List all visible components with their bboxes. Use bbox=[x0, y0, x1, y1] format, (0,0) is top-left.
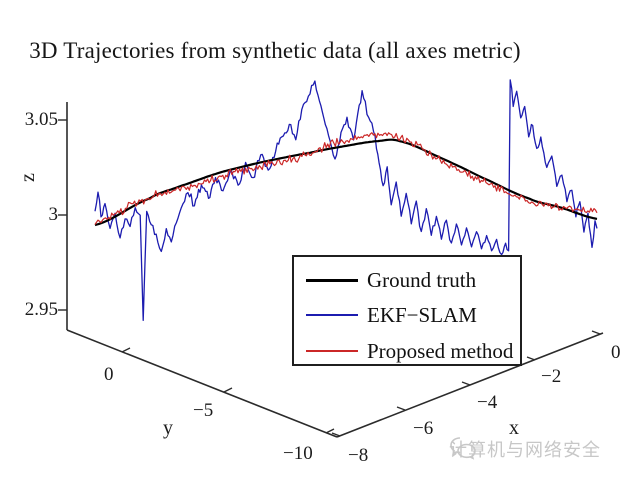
x-tick-mark bbox=[526, 356, 536, 361]
x-tick-mark bbox=[396, 406, 406, 411]
legend-label: Proposed method bbox=[367, 338, 514, 363]
legend-label: Ground truth bbox=[367, 267, 477, 292]
z-tick-label: 3 bbox=[48, 204, 59, 225]
z-axis-label: z bbox=[16, 173, 39, 182]
y-tick-label: 0 bbox=[104, 364, 114, 385]
x-tick-label: −4 bbox=[477, 392, 498, 413]
y-tick-mark bbox=[223, 387, 233, 393]
ekf-slam-line bbox=[94, 79, 598, 321]
x-tick-mark bbox=[331, 432, 341, 437]
watermark: 计算机与网络安全 bbox=[449, 436, 601, 462]
y-axis-label: y bbox=[163, 417, 173, 439]
x-tick-label: 0 bbox=[611, 342, 621, 363]
legend-item-ekf-slam: EKF−SLAM bbox=[306, 303, 477, 327]
legend-label: EKF−SLAM bbox=[367, 302, 477, 327]
legend-item-proposed-method: Proposed method bbox=[306, 339, 513, 363]
ekf-slam-line-sample bbox=[306, 314, 358, 316]
x-tick-mark bbox=[461, 381, 471, 386]
ground-truth-line-sample bbox=[306, 278, 358, 282]
x-tick-label: −6 bbox=[413, 418, 434, 439]
z-tick-label: 3.05 bbox=[24, 109, 58, 130]
y-tick-mark bbox=[121, 347, 131, 353]
y-axis-line bbox=[66, 329, 338, 438]
y-tick-mark bbox=[325, 428, 335, 434]
legend-box: Ground truth EKF−SLAM Proposed method bbox=[292, 255, 522, 366]
tick-marks bbox=[58, 119, 601, 437]
proposed-method-line-sample bbox=[306, 350, 358, 352]
ground-truth-line bbox=[94, 138, 598, 227]
x-axis-label: x bbox=[509, 417, 519, 439]
legend-item-ground-truth: Ground truth bbox=[306, 268, 476, 292]
z-tick-label: 2.95 bbox=[24, 299, 58, 320]
proposed-method-line bbox=[94, 132, 598, 225]
chart-title: 3D Trajectories from synthetic data (all… bbox=[29, 38, 521, 63]
x-tick-label: −2 bbox=[541, 366, 562, 387]
watermark-text: 计算机与网络安全 bbox=[449, 440, 601, 460]
y-tick-label: −10 bbox=[283, 443, 313, 464]
wechat-logo-icon bbox=[450, 437, 476, 460]
x-tick-label: −8 bbox=[348, 445, 369, 466]
x-tick-mark bbox=[591, 330, 601, 335]
y-tick-label: −5 bbox=[193, 400, 214, 421]
